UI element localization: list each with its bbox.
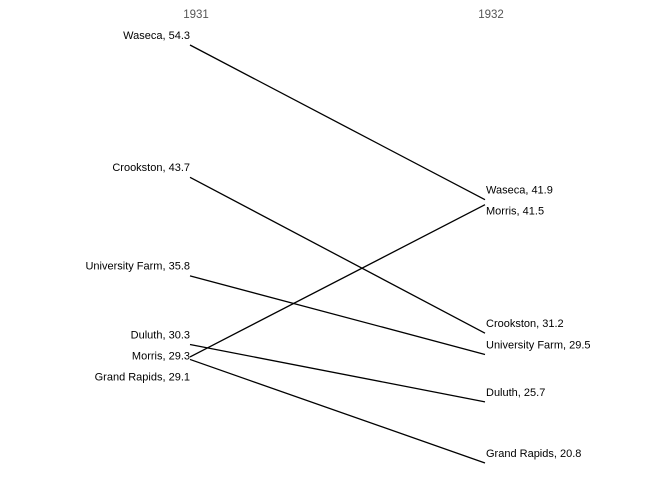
value-label: Waseca, 41.9: [486, 185, 553, 197]
value-label: Crookston, 31.2: [486, 318, 564, 330]
value-label: University Farm, 29.5: [486, 339, 591, 351]
value-label: University Farm, 35.8: [85, 261, 190, 273]
slope-line: [189, 358, 486, 464]
slope-line: [189, 44, 486, 201]
value-label: Grand Rapids, 29.1: [95, 371, 190, 383]
value-label: Grand Rapids, 20.8: [486, 448, 581, 460]
slope-line: [189, 343, 486, 403]
slope-line: [189, 204, 486, 358]
value-label: Waseca, 54.3: [123, 30, 190, 42]
value-label: Duluth, 30.3: [131, 329, 190, 341]
year-label: 1932: [478, 9, 504, 21]
value-label: Morris, 29.3: [132, 350, 190, 362]
year-label: 1931: [183, 9, 209, 21]
value-label: Morris, 41.5: [486, 206, 544, 218]
slope-line: [189, 176, 486, 334]
value-label: Crookston, 43.7: [112, 162, 190, 174]
value-label: Duluth, 25.7: [486, 387, 545, 399]
slope-line: [189, 275, 486, 356]
